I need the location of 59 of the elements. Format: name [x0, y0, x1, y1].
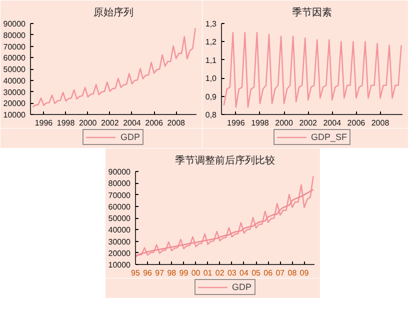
x-tick-label: 2008: [371, 118, 390, 128]
y-tick-label: 80000: [108, 179, 132, 188]
x-tick-label: 2004: [123, 118, 142, 128]
x-tick-label: 2002: [299, 118, 318, 128]
y-tick-label: 50000: [108, 214, 132, 223]
chart-title: 季节因素: [292, 6, 332, 18]
y-tick-label: 1,2: [205, 38, 218, 47]
y-tick-label: 70000: [108, 190, 132, 200]
x-tick-label: 2006: [145, 118, 164, 128]
legend-label: GDP_SF: [310, 132, 348, 142]
x-tick-label: 08: [288, 268, 298, 278]
y-tick-label: 40000: [3, 76, 26, 86]
y-tick-label: 90000: [108, 168, 132, 176]
x-tick-label: 02: [215, 268, 225, 278]
x-tick-label: 99: [179, 268, 189, 278]
chart-title: 季节调整前后序列比较: [175, 154, 275, 166]
y-tick-label: 90000: [3, 20, 26, 28]
x-tick-label: 00: [191, 268, 201, 278]
x-tick-label: 09: [300, 268, 310, 278]
y-tick-label: 60000: [108, 202, 132, 212]
x-tick-label: 05: [252, 268, 262, 278]
x-tick-label: 2006: [347, 118, 366, 128]
y-tick-label: 1,3: [205, 20, 218, 28]
x-tick-label: 97: [155, 268, 165, 278]
chart-title: 原始序列: [94, 6, 134, 18]
x-tick-label: 2004: [323, 118, 342, 128]
y-tick-label: 1,0: [205, 74, 218, 84]
x-tick-label: 1996: [227, 118, 246, 128]
x-tick-label: 2000: [78, 118, 98, 128]
x-tick-label: 06: [264, 268, 274, 278]
y-tick-label: 50000: [3, 65, 26, 74]
y-tick-label: 1,1: [205, 56, 218, 65]
x-tick-label: 2000: [275, 118, 294, 128]
y-tick-label: 60000: [3, 54, 26, 63]
x-tick-label: 1998: [56, 118, 76, 128]
y-tick-label: 10000: [3, 110, 26, 120]
y-tick-label: 80000: [3, 30, 26, 40]
y-tick-label: 0,8: [205, 110, 218, 120]
x-tick-label: 2008: [167, 118, 186, 128]
x-tick-label: 98: [167, 268, 177, 278]
y-tick-label: 40000: [108, 226, 132, 235]
x-tick-label: 04: [240, 268, 249, 278]
y-tick-label: 20000: [3, 99, 26, 108]
legend-label: GDP: [232, 282, 252, 292]
y-tick-label: 0,9: [205, 92, 218, 102]
x-tick-label: 1996: [34, 118, 54, 128]
y-tick-label: 20000: [108, 248, 132, 258]
x-tick-label: 95: [131, 268, 140, 278]
y-tick-label: 10000: [108, 260, 132, 270]
legend-label: GDP: [120, 132, 140, 142]
x-tick-label: 03: [227, 268, 237, 278]
x-tick-label: 07: [276, 268, 286, 278]
y-tick-label: 70000: [3, 42, 26, 52]
y-tick-label: 30000: [3, 88, 26, 97]
x-tick-label: 2002: [101, 118, 120, 128]
x-tick-label: 96: [143, 268, 153, 278]
y-tick-label: 30000: [108, 237, 132, 246]
x-tick-label: 01: [203, 268, 213, 278]
x-tick-label: 1998: [251, 118, 270, 128]
